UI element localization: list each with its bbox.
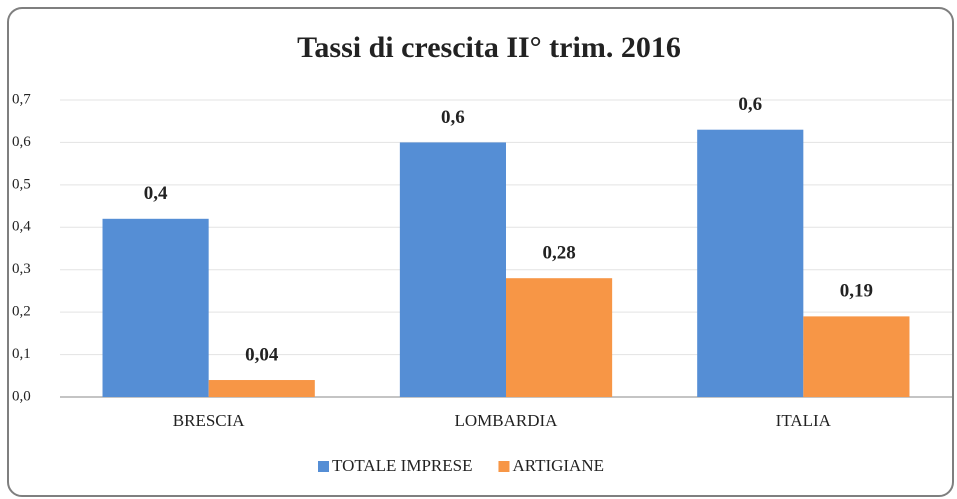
data-label: 0,4 — [144, 183, 168, 204]
y-tick-label: 0,4 — [12, 219, 31, 235]
legend-swatch — [318, 461, 329, 472]
bar — [803, 316, 910, 397]
chart-title: Tassi di crescita II° trim. 2016 — [297, 31, 681, 64]
data-label: 0,6 — [441, 107, 465, 128]
data-label: 0,28 — [542, 243, 575, 264]
bar — [208, 380, 315, 397]
y-tick-label: 0,2 — [12, 304, 31, 320]
x-tick-label: ITALIA — [776, 411, 832, 430]
y-tick-label: 0,3 — [12, 261, 31, 277]
y-tick-label: 0,1 — [12, 346, 31, 362]
legend-label: TOTALE IMPRESE — [332, 456, 472, 475]
x-tick-label: LOMBARDIA — [455, 411, 559, 430]
data-label: 0,04 — [245, 344, 279, 365]
data-label: 0,6 — [738, 94, 762, 115]
y-tick-label: 0,0 — [12, 388, 31, 404]
y-tick-label: 0,6 — [12, 134, 31, 150]
y-tick-label: 0,5 — [12, 176, 31, 192]
x-tick-label: BRESCIA — [173, 411, 246, 430]
legend-label: ARTIGIANE — [512, 456, 604, 475]
bar — [399, 142, 506, 397]
bar — [697, 129, 804, 397]
bar — [506, 278, 613, 397]
legend-swatch — [498, 461, 510, 472]
y-tick-label: 0,7 — [12, 91, 31, 107]
bar — [102, 218, 209, 397]
data-label: 0,19 — [840, 281, 873, 302]
